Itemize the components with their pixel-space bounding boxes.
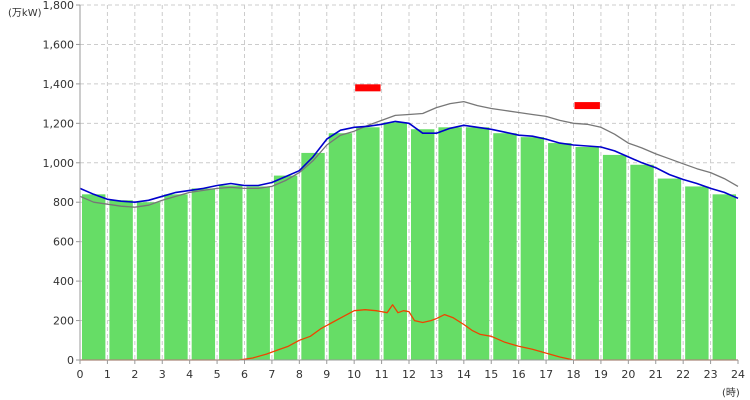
x-unit-label: (時): [722, 387, 740, 399]
x-tick-label: 18: [567, 368, 581, 381]
x-tick-label: 4: [186, 368, 193, 381]
y-tick-label: 1,800: [43, 0, 75, 12]
y-tick-labels: 0 200 400 600 800 1,000 1,200 1,400 1,600 1,800: [43, 0, 75, 367]
bar: [630, 164, 654, 360]
bar: [136, 202, 161, 360]
x-tick-label: 22: [676, 368, 690, 381]
x-tick-label: 13: [429, 368, 443, 381]
x-tick-label: 19: [594, 368, 608, 381]
bar: [164, 194, 188, 360]
bar: [411, 129, 435, 360]
x-tick-label: 7: [268, 368, 275, 381]
bar: [602, 154, 627, 360]
x-tick-label: 10: [347, 368, 361, 381]
x-tick-label: 3: [159, 368, 166, 381]
x-tick-label: 5: [214, 368, 221, 381]
bar: [82, 194, 106, 360]
x-tick-label: 20: [621, 368, 635, 381]
y-tick-label: 200: [53, 315, 74, 328]
bar: [356, 127, 380, 361]
bar: [109, 200, 133, 360]
x-tick-label: 15: [484, 368, 498, 381]
bar: [328, 133, 353, 360]
bar: [712, 194, 736, 360]
axes: [76, 4, 739, 364]
bar: [383, 122, 407, 360]
bar: [657, 178, 682, 360]
bars: [82, 122, 736, 361]
bar: [493, 133, 517, 360]
bar: [685, 186, 709, 360]
y-tick-label: 1,200: [43, 117, 75, 130]
x-tick-label: 2: [131, 368, 138, 381]
reference-marker: [574, 102, 600, 110]
x-tick-label: 23: [704, 368, 718, 381]
y-tick-label: 1,400: [43, 78, 75, 91]
reference-markers: [355, 84, 600, 110]
x-tick-label: 12: [402, 368, 416, 381]
series-line-blue: [79, 120, 739, 203]
y-tick-label: 400: [53, 275, 74, 288]
bar: [246, 186, 270, 360]
series-line-gray: [79, 100, 739, 208]
bar: [273, 175, 298, 360]
x-tick-label: 1: [104, 368, 111, 381]
x-tick-label: 9: [323, 368, 330, 381]
x-tick-label: 6: [241, 368, 248, 381]
x-tick-label: 11: [375, 368, 389, 381]
x-tick-label: 21: [649, 368, 663, 381]
y-tick-label: 800: [53, 196, 74, 209]
bar: [575, 147, 599, 360]
x-tick-label: 16: [512, 368, 526, 381]
bar: [520, 137, 545, 360]
bar: [301, 152, 325, 360]
x-tick-labels: 0 1 2 3 4 5 6 7 8 9 10 11 12 13 14 15 16 17 18 19 20 21 22 23 24: [77, 368, 746, 381]
x-tick-label: 17: [539, 368, 553, 381]
bar: [191, 188, 216, 360]
bar: [438, 127, 462, 361]
y-tick-label: 1,600: [43, 38, 75, 51]
x-tick-label: 24: [731, 368, 745, 381]
x-tick-label: 14: [457, 368, 471, 381]
bar: [219, 185, 243, 360]
bar: [465, 127, 490, 361]
y-unit-label: (万kW): [8, 8, 42, 19]
x-tick-label: 8: [296, 368, 303, 381]
series-lines: [79, 100, 739, 361]
y-tick-label: 600: [53, 236, 74, 249]
y-tick-label: 0: [67, 354, 74, 367]
bar: [548, 143, 572, 360]
reference-marker: [355, 84, 381, 92]
series-line-orange: [80, 304, 738, 361]
y-tick-label: 1,000: [43, 157, 75, 170]
x-tick-label: 0: [77, 368, 84, 381]
